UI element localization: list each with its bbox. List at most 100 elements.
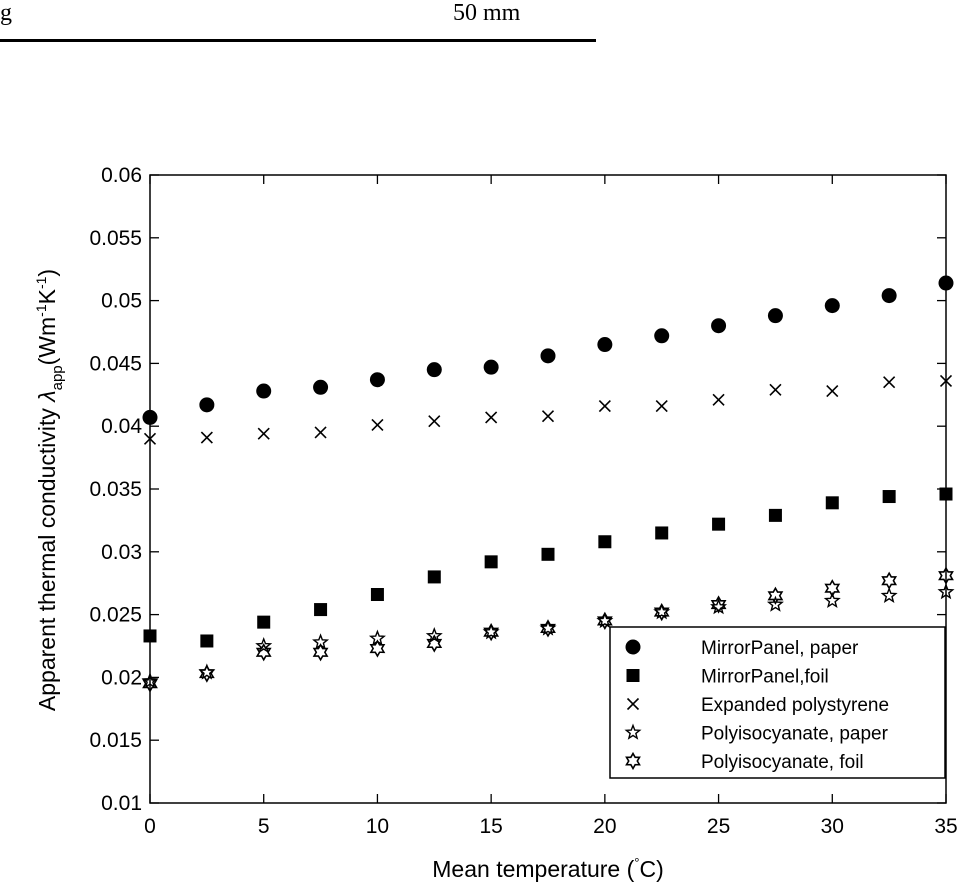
data-point-square: [825, 496, 839, 510]
x-tick-label: 0: [144, 815, 156, 838]
y-tick-label: 0.055: [89, 227, 142, 250]
data-point-circle: [824, 298, 840, 314]
y-axis-label: Apparent thermal conductivity λapp(Wm-1K…: [33, 269, 66, 711]
data-point-x: [314, 426, 327, 439]
data-point-square: [939, 487, 953, 501]
data-point-x: [598, 400, 611, 413]
data-point-star: [141, 672, 159, 689]
y-tick-label: 0.03: [101, 541, 142, 564]
data-point-hexagram: [198, 664, 215, 683]
data-point-x: [826, 384, 839, 398]
series-hexagram: [142, 566, 954, 693]
data-point-hexagram: [426, 634, 443, 653]
data-point-circle: [881, 288, 897, 304]
data-point-hexagram: [369, 639, 386, 658]
data-point-star: [255, 637, 273, 654]
legend-label: MirrorPanel, paper: [701, 638, 859, 659]
data-point-square: [427, 570, 441, 584]
y-tick-label: 0.06: [101, 164, 142, 187]
data-point-circle: [938, 275, 954, 291]
data-point-hexagram: [824, 579, 841, 598]
legend-marker-circle: [625, 639, 641, 655]
data-point-square: [143, 629, 157, 643]
x-tick-label: 10: [366, 815, 389, 838]
data-point-square: [598, 535, 612, 549]
series-square: [143, 487, 953, 648]
data-points: [141, 275, 955, 693]
data-point-star: [425, 627, 443, 644]
data-point-square: [314, 603, 328, 617]
ticks: 0 5 10 15 20 25 30 35 0.01 0.015 0.02 0.025 0.03 0.03…: [89, 164, 957, 838]
data-point-square: [257, 615, 271, 629]
data-point-hexagram: [653, 602, 670, 622]
data-point-square: [541, 547, 555, 561]
legend-label: Expanded polystyrene: [701, 695, 889, 716]
x-tick-label: 5: [258, 815, 270, 838]
x-tick-label: 35: [934, 815, 957, 838]
data-point-circle: [711, 318, 727, 334]
page-fragment-left-text: g: [0, 0, 12, 26]
legend-marker-square: [626, 669, 640, 682]
data-point-hexagram: [938, 566, 954, 585]
y-tick-label: 0.025: [89, 604, 142, 627]
data-point-x: [485, 411, 498, 424]
data-point-x: [428, 415, 441, 428]
data-point-square: [768, 508, 782, 522]
legend-box: [609, 626, 946, 779]
data-point-x: [939, 374, 953, 388]
data-point-x: [200, 431, 213, 444]
data-point-x: [655, 400, 668, 413]
data-point-square: [484, 555, 498, 569]
x-axis-label: Mean temperature (°C): [432, 855, 663, 882]
page-fragment: g 50 mm: [0, 0, 600, 50]
data-point-square: [370, 588, 384, 602]
data-point-x: [541, 410, 555, 423]
data-point-square: [712, 517, 726, 531]
page-fragment-right-text: 50 mm: [453, 0, 521, 26]
legend-label: MirrorPanel,foil: [701, 667, 829, 688]
data-point-circle: [313, 379, 329, 395]
y-tick-label: 0.01: [101, 792, 142, 815]
data-point-hexagram: [767, 586, 784, 605]
data-point-star: [937, 583, 955, 600]
legend-marker-hexagram: [625, 751, 641, 771]
data-point-x: [143, 432, 157, 445]
legend-marker-x: [626, 697, 640, 711]
data-point-circle: [767, 308, 783, 324]
y-tick-label: 0.04: [101, 415, 142, 438]
data-point-square: [200, 634, 214, 648]
data-point-circle: [142, 409, 158, 425]
data-point-hexagram: [881, 571, 898, 590]
data-point-x: [371, 418, 384, 432]
data-point-star: [880, 586, 898, 603]
x-tick-label: 25: [707, 815, 730, 838]
data-point-circle: [654, 328, 670, 344]
data-point-circle: [256, 383, 272, 399]
data-point-circle: [369, 372, 385, 388]
legend-marker-star: [624, 723, 642, 740]
data-point-circle: [199, 397, 215, 413]
x-tick-label: 30: [821, 815, 844, 838]
data-point-hexagram: [596, 611, 613, 630]
data-point-star: [766, 595, 784, 612]
legend: MirrorPanel, paper MirrorPanel,foil Expand…: [609, 626, 946, 779]
data-point-x: [712, 393, 725, 406]
data-point-x: [257, 427, 270, 440]
page-fragment-rule: [0, 39, 596, 42]
series-circle: [142, 275, 954, 425]
y-tick-label: 0.035: [89, 478, 142, 501]
data-point-hexagram: [142, 674, 158, 693]
data-point-square: [882, 490, 896, 504]
data-point-hexagram: [483, 623, 500, 642]
y-tick-label: 0.045: [89, 352, 142, 375]
data-point-circle: [426, 362, 442, 378]
data-point-circle: [483, 359, 499, 375]
data-point-hexagram: [255, 643, 272, 662]
data-point-x: [883, 376, 896, 389]
data-point-square: [655, 526, 669, 540]
legend-label: Polyisocyanate, paper: [701, 724, 889, 745]
y-tick-label: 0.02: [101, 666, 142, 689]
y-tick-label: 0.015: [89, 729, 142, 752]
x-tick-label: 20: [593, 815, 616, 838]
